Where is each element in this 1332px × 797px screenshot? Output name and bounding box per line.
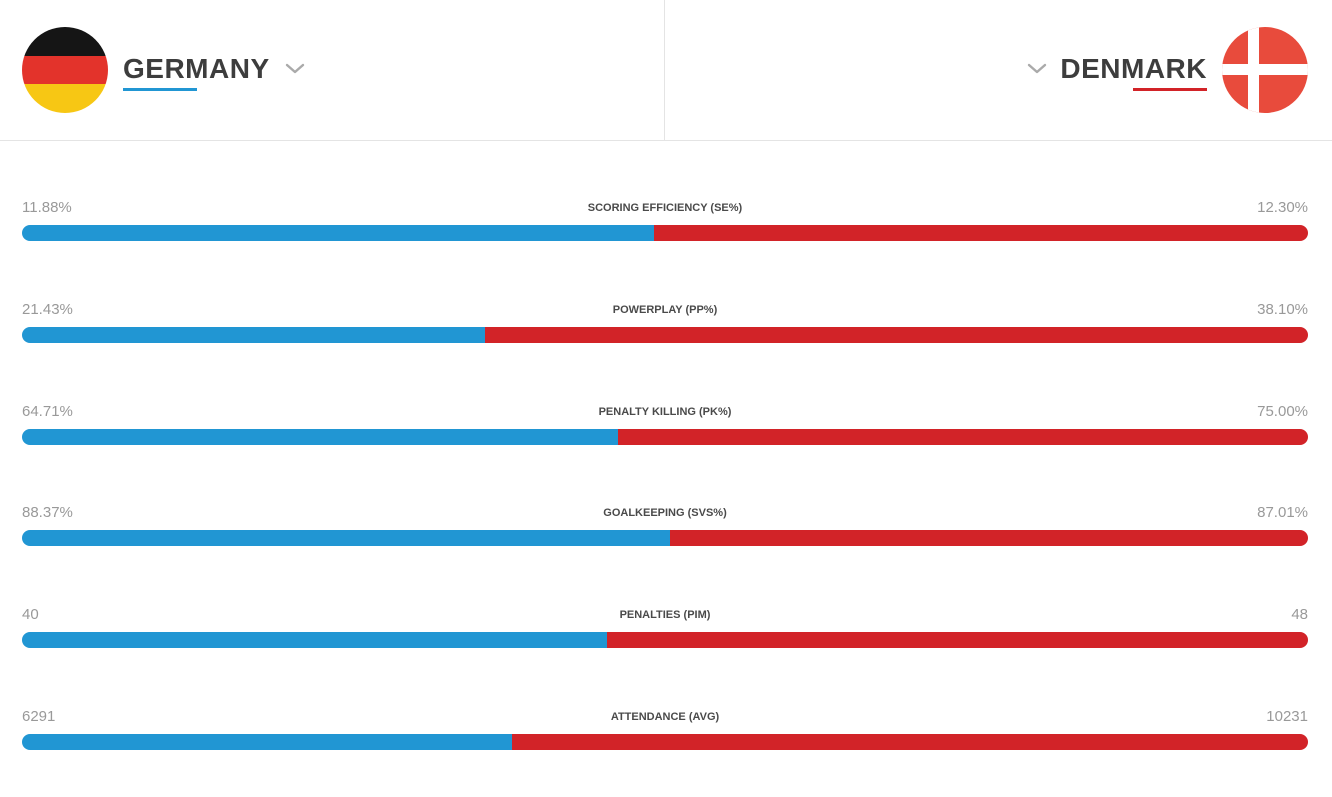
comparison-bar	[22, 225, 1308, 241]
comparison-bar	[22, 530, 1308, 546]
stat-row: 64.71% PENALTY KILLING (PK%) 75.00%	[22, 403, 1308, 453]
denmark-flag-icon	[1222, 27, 1308, 113]
home-team-name[interactable]: GERMANY	[123, 53, 270, 91]
stat-label: POWERPLAY (PP%)	[612, 304, 718, 316]
stat-row: 21.43% POWERPLAY (PP%) 38.10%	[22, 301, 1308, 351]
flag-cross-vertical	[1248, 27, 1259, 113]
comparison-bar	[22, 327, 1308, 343]
comparison-bar	[22, 632, 1308, 648]
home-stat-value: 40	[22, 606, 39, 623]
home-team[interactable]: GERMANY	[22, 0, 306, 140]
away-team-name[interactable]: DENMARK	[1060, 53, 1207, 91]
away-bar-segment	[484, 327, 1308, 343]
team-header: GERMANY DENMARK	[0, 0, 1332, 141]
away-bar-segment	[669, 530, 1308, 546]
stat-row: 88.37% GOALKEEPING (SVS%) 87.01%	[22, 504, 1308, 554]
away-team-underline	[1133, 88, 1207, 91]
away-stat-value: 87.01%	[1257, 504, 1308, 521]
flag-stripe-red	[22, 55, 108, 85]
away-bar-segment	[606, 632, 1308, 648]
away-stat-value: 12.30%	[1257, 199, 1308, 216]
stat-label: ATTENDANCE (AVG)	[610, 711, 720, 723]
stat-label: SCORING EFFICIENCY (SE%)	[587, 202, 743, 214]
stat-label: PENALTY KILLING (PK%)	[598, 406, 732, 418]
home-bar-segment	[22, 530, 670, 546]
germany-flag-icon	[22, 27, 108, 113]
stat-row: 40 PENALTIES (PIM) 48	[22, 606, 1308, 656]
home-team-name-text: GERMANY	[123, 53, 270, 84]
away-bar-segment	[617, 429, 1308, 445]
away-bar-segment	[653, 225, 1308, 241]
away-stat-value: 75.00%	[1257, 403, 1308, 420]
home-bar-segment	[22, 734, 512, 750]
away-bar-segment	[511, 734, 1308, 750]
stat-label: PENALTIES (PIM)	[619, 609, 711, 621]
comparison-bar	[22, 734, 1308, 750]
away-team-name-text: DENMARK	[1060, 53, 1207, 84]
home-stat-value: 88.37%	[22, 504, 73, 521]
chevron-down-icon[interactable]	[284, 58, 306, 80]
home-bar-segment	[22, 632, 607, 648]
home-stat-value: 6291	[22, 708, 56, 725]
home-bar-segment	[22, 327, 485, 343]
comparison-bar	[22, 429, 1308, 445]
header-divider	[664, 0, 665, 141]
stat-row: 6291 ATTENDANCE (AVG) 10231	[22, 708, 1308, 758]
away-stat-value: 48	[1291, 606, 1308, 623]
home-stat-value: 11.88%	[22, 199, 72, 216]
away-stat-value: 38.10%	[1257, 301, 1308, 318]
flag-stripe-gold	[22, 84, 108, 113]
chevron-down-icon[interactable]	[1026, 58, 1048, 80]
stat-label: GOALKEEPING (SVS%)	[603, 507, 727, 519]
home-bar-segment	[22, 225, 654, 241]
flag-cross-horizontal	[1222, 64, 1308, 75]
home-team-underline	[123, 88, 197, 91]
flag-stripe-black	[22, 27, 108, 56]
away-team[interactable]: DENMARK	[1026, 0, 1308, 140]
home-bar-segment	[22, 429, 618, 445]
home-stat-value: 64.71%	[22, 403, 73, 420]
home-stat-value: 21.43%	[22, 301, 73, 318]
stat-row: 11.88% SCORING EFFICIENCY (SE%) 12.30%	[22, 199, 1308, 249]
away-stat-value: 10231	[1266, 708, 1308, 725]
